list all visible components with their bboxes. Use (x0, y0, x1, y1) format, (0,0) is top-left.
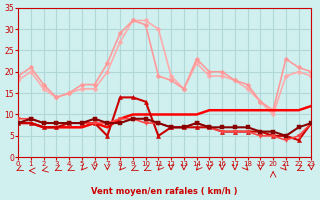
X-axis label: Vent moyen/en rafales ( km/h ): Vent moyen/en rafales ( km/h ) (92, 187, 238, 196)
